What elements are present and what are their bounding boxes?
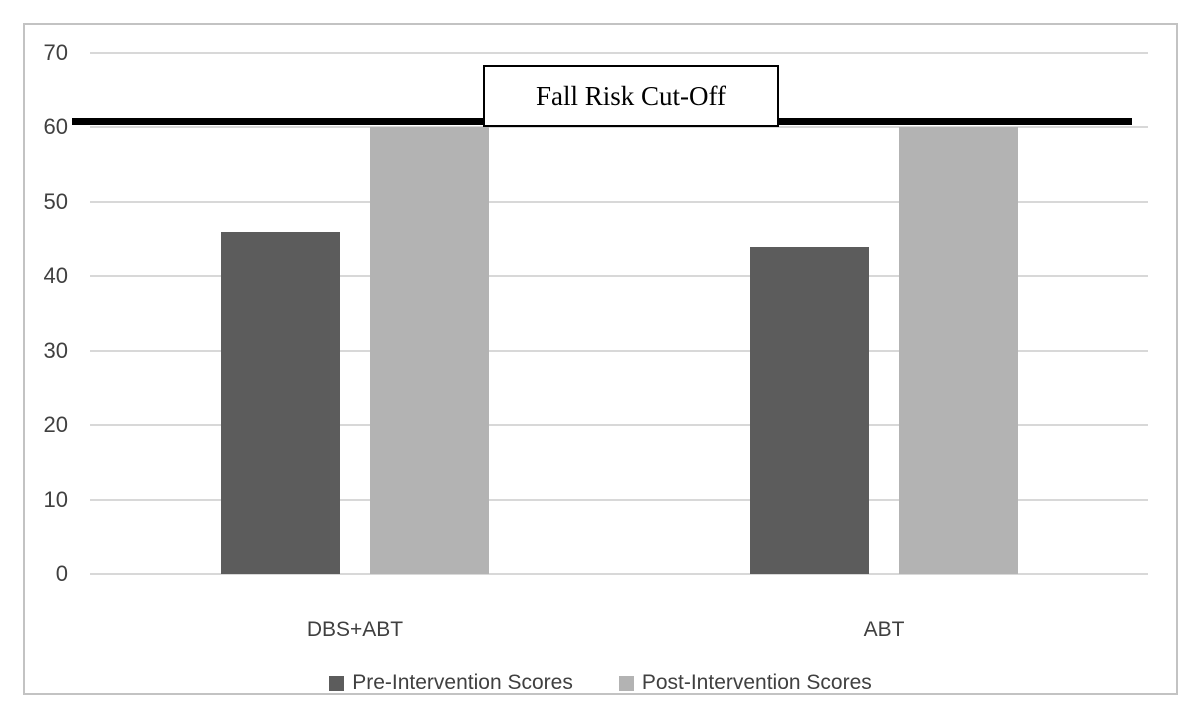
chart-frame: 0 10 20 30 40 50 60 70 DBS+ABT ABT Fall Risk Cut-… [23, 23, 1178, 695]
fall-risk-cutoff-title-box: Fall Risk Cut-Off [483, 65, 779, 127]
gridline-y50 [90, 201, 1148, 203]
bar-pre-intervention-scores-dbs-abt [221, 232, 340, 574]
y-axis-tick-label: 70 [43, 40, 68, 65]
legend-item-pre-intervention-scores: Pre-Intervention Scores [329, 671, 573, 695]
gridline-y40 [90, 275, 1148, 277]
gridline-y30 [90, 350, 1148, 352]
legend-label: Pre-Intervention Scores [352, 671, 573, 694]
legend-item-post-intervention-scores: Post-Intervention Scores [618, 671, 872, 695]
bar-post-intervention-scores-dbs-abt [370, 127, 489, 574]
x-axis-label-abt: ABT [863, 618, 905, 641]
y-axis-tick-label: 0 [55, 561, 68, 586]
bar-pre-intervention-scores-abt [750, 247, 869, 574]
gridline-y60 [90, 126, 1148, 128]
legend-swatch-icon [329, 675, 345, 691]
y-axis-tick-label: 30 [43, 338, 68, 363]
gridline-y70 [90, 52, 1148, 54]
legend: Pre-Intervention Scores Post-Intervention… [25, 671, 1176, 695]
y-axis-tick-label: 60 [43, 114, 68, 139]
legend-swatch-icon [618, 675, 634, 691]
bar-post-intervention-scores-abt [899, 127, 1018, 574]
fall-risk-cutoff-title: Fall Risk Cut-Off [535, 80, 726, 111]
gridline-y20 [90, 424, 1148, 426]
x-axis-label-dbs-abt: DBS+ABT [306, 618, 404, 641]
gridline-y0 [90, 573, 1148, 575]
y-axis-tick-label: 50 [43, 189, 68, 214]
gridline-y10 [90, 499, 1148, 501]
y-axis-tick-label: 40 [43, 263, 68, 288]
y-axis-tick-label: 10 [43, 487, 68, 512]
legend-label: Post-Intervention Scores [641, 671, 872, 694]
y-axis-tick-label: 20 [43, 412, 68, 437]
